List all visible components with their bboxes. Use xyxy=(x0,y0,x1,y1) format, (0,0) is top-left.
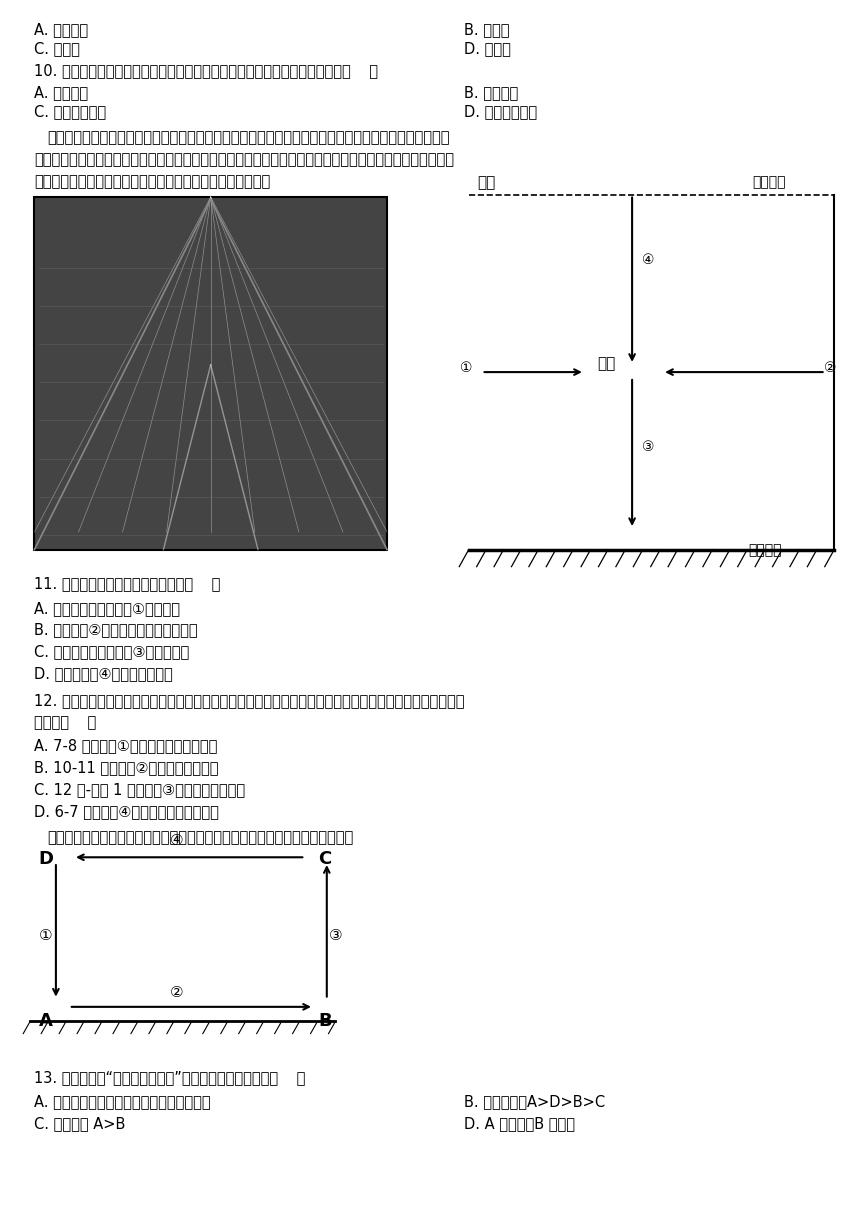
Text: B. 花期长: B. 花期长 xyxy=(464,22,510,36)
Text: D. A 地晴朗，B 地阴雨: D. A 地晴朗，B 地阴雨 xyxy=(464,1116,575,1131)
Text: B. 气压状况：A>D>B>C: B. 气压状况：A>D>B>C xyxy=(464,1094,605,1109)
Text: 大气: 大气 xyxy=(598,356,616,371)
Text: A: A xyxy=(39,1012,52,1030)
Text: B: B xyxy=(318,1012,332,1030)
Text: C. 温室外部的空气通过③还给地面多: C. 温室外部的空气通过③还给地面多 xyxy=(34,644,190,659)
Text: C: C xyxy=(318,850,331,868)
Text: ④: ④ xyxy=(169,833,183,848)
Text: 动控水、控肥、控温等，从而获得植物生长的最佳条件。左图为湖北某地玻璃温室的照片，右图为地球大气受: 动控水、控肥、控温等，从而获得植物生长的最佳条件。左图为湖北某地玻璃温室的照片，… xyxy=(34,152,454,167)
Text: A. 7-8 月，削弱①以减少农作物水分蔓腾: A. 7-8 月，削弱①以减少农作物水分蔓腾 xyxy=(34,738,218,753)
Text: 10. 随着全球气候变暖，蜗发加剧，内蒙古草原地区唐松草可能发生的变化是（    ）: 10. 随着全球气候变暖，蜗发加剧，内蒙古草原地区唐松草可能发生的变化是（ ） xyxy=(34,63,378,78)
Text: 太阳: 太阳 xyxy=(477,175,495,190)
Text: C. 根系长: C. 根系长 xyxy=(34,41,80,56)
Text: D: D xyxy=(39,850,53,868)
Text: A. 引起热力环流的根本原因是地面冷热不均: A. 引起热力环流的根本原因是地面冷热不均 xyxy=(34,1094,211,1109)
Text: B. 来自环节②的辐射难以释放到温室外: B. 来自环节②的辐射难以释放到温室外 xyxy=(34,623,198,637)
Text: 大气上界: 大气上界 xyxy=(752,175,786,190)
Text: ①: ① xyxy=(460,361,473,376)
Text: D. 植株高: D. 植株高 xyxy=(464,41,512,56)
Text: B. 10-11 月，阻挡②以防夜间温度过低: B. 10-11 月，阻挡②以防夜间温度过低 xyxy=(34,760,219,775)
Text: ③: ③ xyxy=(329,929,342,944)
Text: 热过程示意图，图中数字代表某种辐射。据此完成下面小题。: 热过程示意图，图中数字代表某种辐射。据此完成下面小题。 xyxy=(34,174,271,188)
Text: A. 温室内空气吸收来自①的能量多: A. 温室内空气吸收来自①的能量多 xyxy=(34,601,181,615)
Text: 13. 如果上图为“热力环流侧视图”，则以下说法错误的是（    ）: 13. 如果上图为“热力环流侧视图”，则以下说法错误的是（ ） xyxy=(34,1070,306,1085)
Text: A. 植株增高: A. 植株增高 xyxy=(34,85,89,100)
Text: D. 温室内空气④释放到温室外多: D. 温室内空气④释放到温室外多 xyxy=(34,666,173,681)
Text: C. 根系扎根更深: C. 根系扎根更深 xyxy=(34,105,107,119)
Text: D. 6-7 月，增强④以降低白天大气的温度: D. 6-7 月，增强④以降低白天大气的温度 xyxy=(34,804,219,818)
Text: ②: ② xyxy=(824,361,837,376)
Text: ③: ③ xyxy=(642,440,655,455)
Text: ④: ④ xyxy=(642,253,655,268)
Bar xyxy=(34,197,387,550)
Text: D. 地下部分缩小: D. 地下部分缩小 xyxy=(464,105,538,119)
Text: 现代智能温室，运用物联网技术，通过信息传感设备监测各类环境参数，利用嵌入式系统实现对温室的自: 现代智能温室，运用物联网技术，通过信息传感设备监测各类环境参数，利用嵌入式系统实… xyxy=(47,130,450,145)
Text: 12. 拍摄照片时，发现当地农民准备给温室覆盖黑色尼龙网。其拍摄照片可能的月份及覆盖黑色尼龙网的主要: 12. 拍摄照片时，发现当地农民准备给温室覆盖黑色尼龙网。其拍摄照片可能的月份及… xyxy=(34,693,465,708)
Text: ②: ② xyxy=(169,985,183,1000)
Text: 地球表面: 地球表面 xyxy=(748,544,782,558)
Text: C. 12 月-次年 1 月，增加③以提高土壤的温度: C. 12 月-次年 1 月，增加③以提高土壤的温度 xyxy=(34,782,245,796)
Text: B. 叶片变大: B. 叶片变大 xyxy=(464,85,519,100)
Text: 11. 冬春季节温室内温度高的原因是（    ）: 11. 冬春季节温室内温度高的原因是（ ） xyxy=(34,576,221,591)
Text: 目的是（    ）: 目的是（ ） xyxy=(34,715,96,730)
Text: ①: ① xyxy=(39,929,52,944)
Text: 构建地理模型，更能加深对地理原理和地理规律的理解。读图，回答下面小题。: 构建地理模型，更能加深对地理原理和地理规律的理解。读图，回答下面小题。 xyxy=(47,831,353,845)
Text: C. 昼夜温差 A>B: C. 昼夜温差 A>B xyxy=(34,1116,126,1131)
Text: A. 叶片粗大: A. 叶片粗大 xyxy=(34,22,89,36)
